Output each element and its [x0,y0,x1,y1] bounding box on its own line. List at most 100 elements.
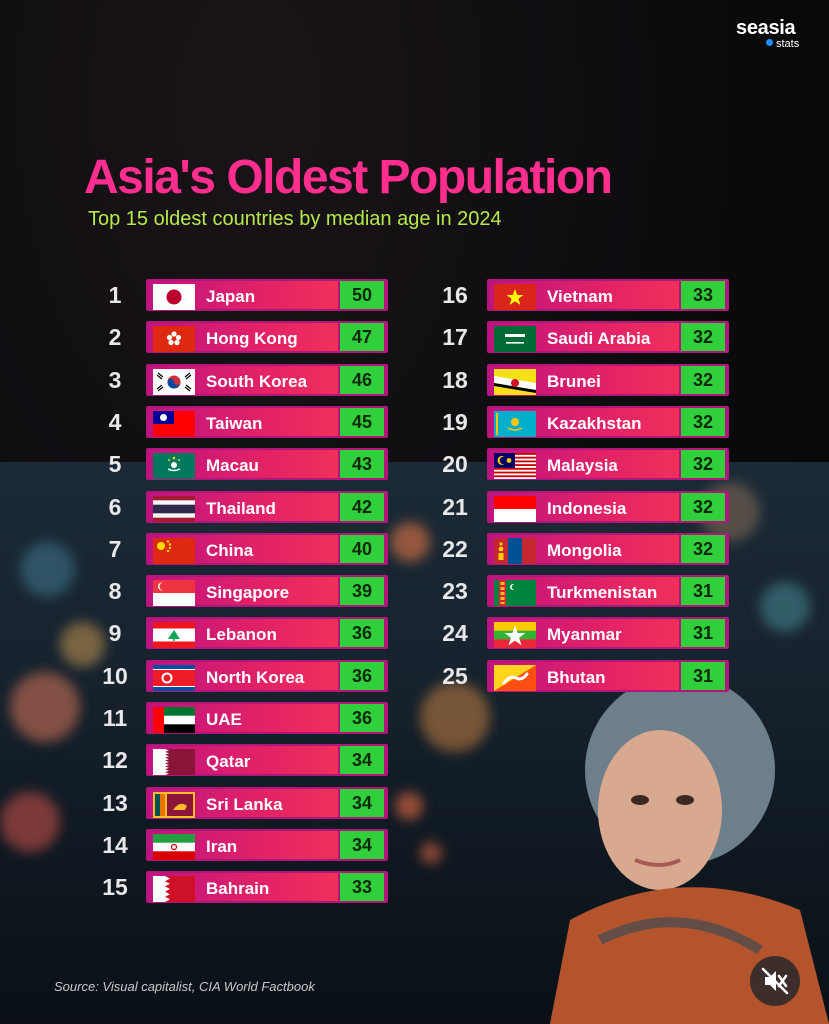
country-name: Kazakhstan [547,414,642,433]
rank-label: 25 [442,663,468,689]
country-bar: Hong Kong [148,323,338,352]
median-age-value: 36 [351,666,373,686]
country-name: Thailand [206,499,276,518]
rank-label: 12 [102,747,128,773]
median-age-value: 32 [692,454,714,474]
median-age-box: 32 [681,450,725,478]
rank-label: 11 [102,705,128,731]
country-row: Bhutan 31 [487,660,729,692]
median-age-value: 36 [351,623,373,643]
country-name: Brunei [547,372,601,391]
country-bar: Turkmenistan [489,577,679,606]
country-row: South Korea 46 [146,364,388,396]
median-age-box: 47 [340,323,384,351]
median-age-box: 32 [681,323,725,351]
rank-label: 6 [108,494,122,520]
country-row: Bahrain 33 [146,871,388,903]
median-age-box: 32 [681,366,725,394]
country-name: Lebanon [206,625,277,644]
mute-button[interactable] [750,956,800,1006]
median-age-value: 33 [692,285,714,305]
country-row: Saudi Arabia 32 [487,321,729,353]
median-age-box: 34 [340,831,384,859]
median-age-box: 33 [681,281,725,309]
vietnam-flag-icon [494,284,536,310]
iran-flag-icon [153,834,195,860]
median-age-box: 40 [340,535,384,563]
japan-flag-icon [153,284,195,310]
median-age-box: 31 [681,619,725,647]
country-bar: Iran [148,831,338,860]
median-age-value: 40 [351,539,373,559]
median-age-value: 36 [351,708,373,728]
country-bar: Macau [148,450,338,479]
median-age-value: 34 [351,793,373,813]
median-age-value: 32 [692,327,714,347]
lebanon-flag-icon [153,622,195,648]
rank-label: 9 [108,620,122,646]
median-age-box: 36 [340,619,384,647]
median-age-box: 43 [340,450,384,478]
srilanka-flag-icon [153,792,195,818]
country-row: North Korea 36 [146,660,388,692]
country-bar: Kazakhstan [489,408,679,437]
hongkong-flag-icon [153,326,195,352]
median-age-box: 31 [681,662,725,690]
median-age-value: 34 [351,835,373,855]
country-bar: Mongolia [489,535,679,564]
country-name: Mongolia [547,541,622,560]
country-name: Taiwan [206,414,263,433]
dot-icon [766,39,773,46]
kazakhstan-flag-icon [494,411,536,437]
country-bar: Bahrain [148,873,338,902]
rank-label: 18 [442,367,468,393]
qatar-flag-icon [153,749,195,775]
source-note: Source: Visual capitalist, CIA World Fac… [54,979,315,994]
country-row: Malaysia 32 [487,448,729,480]
rank-label: 10 [102,663,128,689]
mongolia-flag-icon [494,538,536,564]
median-age-box: 46 [340,366,384,394]
median-age-box: 39 [340,577,384,605]
rank-label: 3 [108,367,122,393]
chart-title: Asia's Oldest Population [84,151,613,204]
rank-label: 19 [442,409,468,435]
brunei-flag-icon [494,369,536,395]
malaysia-flag-icon [494,453,536,479]
median-age-value: 31 [692,581,714,601]
country-bar: China [148,535,338,564]
bhutan-flag-icon [494,665,536,691]
rank-label: 20 [442,451,468,477]
rank-label: 7 [108,536,122,562]
rank-label: 15 [102,874,128,900]
country-row: Singapore 39 [146,575,388,607]
country-name: Bahrain [206,879,270,898]
country-bar: Malaysia [489,450,679,479]
country-bar: Bhutan [489,662,679,691]
median-age-box: 45 [340,408,384,436]
country-name: Macau [206,456,259,475]
country-row: Mongolia 32 [487,533,729,565]
median-age-value: 46 [351,370,373,390]
country-name: Malaysia [547,456,618,475]
taiwan-flag-icon [153,411,195,437]
median-age-box: 34 [340,789,384,817]
country-row: Sri Lanka 34 [146,787,388,819]
country-row: Lebanon 36 [146,617,388,649]
country-name: Saudi Arabia [547,329,651,348]
median-age-value: 33 [351,877,373,897]
country-name: Myanmar [547,625,622,644]
rank-label: 24 [442,620,468,646]
country-name: China [206,541,254,560]
country-row: Indonesia 32 [487,491,729,523]
country-row: Qatar 34 [146,744,388,776]
country-bar: Sri Lanka [148,789,338,818]
country-row: Hong Kong 47 [146,321,388,353]
median-age-value: 32 [692,539,714,559]
country-row: Myanmar 31 [487,617,729,649]
rank-label: 16 [442,282,468,308]
median-age-box: 36 [340,704,384,732]
median-age-box: 50 [340,281,384,309]
country-row: China 40 [146,533,388,565]
